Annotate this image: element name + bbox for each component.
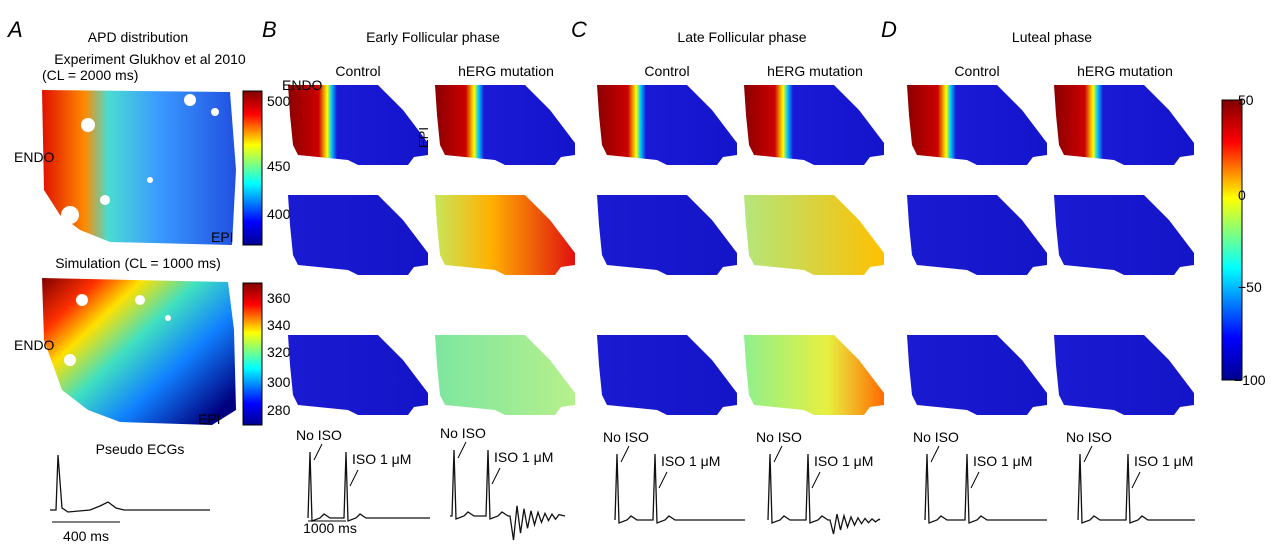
- colorbar-tick: 320: [267, 344, 291, 360]
- annotation: No ISO: [756, 429, 802, 445]
- panel-label: C: [571, 17, 587, 42]
- colorbar-tick: 0: [1238, 187, 1246, 203]
- column-title: hERG mutation: [1077, 63, 1173, 79]
- heart-map: [1054, 335, 1194, 415]
- panel-title: Luteal phase: [1012, 29, 1092, 45]
- callout: [313, 443, 323, 461]
- callout: [811, 471, 821, 489]
- column-title: hERG mutation: [458, 63, 554, 79]
- heart-map: [1054, 195, 1194, 275]
- callout: [1131, 471, 1141, 489]
- colorbar-tick: 400: [267, 206, 291, 222]
- heart-map: [288, 335, 428, 415]
- colorbar-tick: −100: [1234, 372, 1266, 388]
- annotation: ISO 1 μM: [814, 453, 873, 469]
- callout: [658, 471, 668, 489]
- phase-panels: B Early Follicular phase Control hERG mutat…: [262, 17, 1195, 541]
- scale-bar-label: 1000 ms: [303, 520, 357, 536]
- colorbar: [1221, 99, 1243, 381]
- callout: [1083, 445, 1093, 463]
- epi-label: EPI: [416, 127, 431, 148]
- scale-bar-label: 400 ms: [63, 528, 109, 544]
- heart-map: [288, 85, 428, 165]
- callout: [620, 445, 630, 463]
- heart-map: [288, 195, 428, 275]
- panel-title: Early Follicular phase: [366, 29, 500, 45]
- colorbar-tick: 340: [267, 317, 291, 333]
- endo-label: ENDO: [14, 149, 55, 165]
- annotation: No ISO: [296, 427, 342, 443]
- colorbar-tick: 360: [267, 290, 291, 306]
- annotation: ISO 1 μM: [494, 449, 553, 465]
- heart-map: [907, 335, 1047, 415]
- ecg-trace: [767, 453, 881, 535]
- callout: [491, 467, 501, 485]
- heart-map: [435, 195, 575, 275]
- ecg-trace: [1077, 453, 1195, 524]
- colorbar: [242, 282, 263, 426]
- colorbar: [242, 90, 263, 246]
- colorbar-tick: 300: [267, 374, 291, 390]
- subtitle: (CL = 2000 ms): [42, 67, 138, 83]
- heart-map: [435, 85, 575, 165]
- subtitle: Experiment Glukhov et al 2010: [54, 51, 246, 67]
- callout: [970, 471, 980, 489]
- panel-title: Late Follicular phase: [677, 29, 806, 45]
- heart-map: [744, 335, 884, 415]
- heatmap: [42, 278, 236, 425]
- annotation: No ISO: [1066, 429, 1112, 445]
- colorbar-tick: 500: [267, 93, 291, 109]
- panel-title: APD distribution: [88, 29, 188, 45]
- colorbar-tick: −50: [1238, 279, 1262, 295]
- callout: [773, 445, 783, 463]
- heatmap-gaps: [64, 294, 171, 366]
- heart-map: [597, 85, 737, 165]
- annotation: ISO 1 μM: [1134, 453, 1193, 469]
- column-title: Control: [954, 63, 999, 79]
- callout: [930, 445, 940, 463]
- annotation: No ISO: [440, 425, 486, 441]
- ecg-trace: [924, 453, 1047, 524]
- ecg-trace: [450, 449, 566, 541]
- heart-map: [907, 195, 1047, 275]
- annotation: ISO 1 μM: [973, 453, 1032, 469]
- heart-map: [597, 335, 737, 415]
- annotation: No ISO: [603, 429, 649, 445]
- epi-label: EPI: [211, 229, 234, 245]
- epi-label: EPI: [198, 411, 221, 427]
- colorbar-tick: 450: [267, 158, 291, 174]
- heart-map: [597, 195, 737, 275]
- ecg-trace: [614, 453, 745, 524]
- column-title: Control: [644, 63, 689, 79]
- ecg-trace: [50, 454, 210, 513]
- panel-label: A: [6, 17, 23, 42]
- annotation: No ISO: [913, 429, 959, 445]
- column-title: Control: [335, 63, 380, 79]
- annotation: ISO 1 μM: [661, 453, 720, 469]
- heatmap-gaps: [61, 94, 219, 224]
- colorbar-tick: 280: [267, 402, 291, 418]
- heart-map: [435, 335, 575, 415]
- panel-label: B: [262, 17, 277, 42]
- annotation: ISO 1 μM: [352, 451, 411, 467]
- endo-label: ENDO: [14, 337, 55, 353]
- callout: [349, 469, 359, 487]
- subtitle: Simulation (CL = 1000 ms): [55, 255, 221, 271]
- heart-map: [1054, 85, 1194, 165]
- heart-map: [744, 85, 884, 165]
- ecg-title: Pseudo ECGs: [96, 441, 185, 457]
- panel-label: D: [881, 17, 897, 42]
- heart-map: [744, 195, 884, 275]
- callout: [457, 441, 467, 459]
- colorbar-tick: 50: [1238, 92, 1254, 108]
- heart-map: [907, 85, 1047, 165]
- endo-label: ENDO: [282, 77, 323, 93]
- column-title: hERG mutation: [767, 63, 863, 79]
